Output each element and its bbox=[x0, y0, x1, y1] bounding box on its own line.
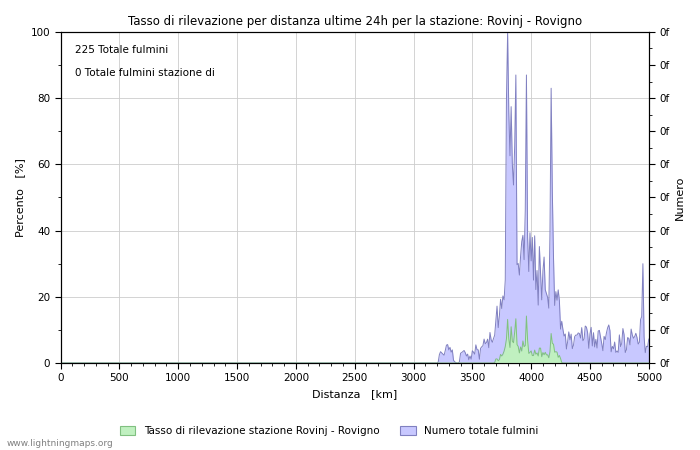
Legend: Tasso di rilevazione stazione Rovinj - Rovigno, Numero totale fulmini: Tasso di rilevazione stazione Rovinj - R… bbox=[116, 422, 542, 440]
Y-axis label: Numero: Numero bbox=[675, 176, 685, 220]
X-axis label: Distanza   [km]: Distanza [km] bbox=[312, 389, 398, 399]
Text: 0 Totale fulmini stazione di: 0 Totale fulmini stazione di bbox=[76, 68, 215, 78]
Text: www.lightningmaps.org: www.lightningmaps.org bbox=[7, 439, 113, 448]
Text: 225 Totale fulmini: 225 Totale fulmini bbox=[76, 45, 169, 55]
Y-axis label: Percento   [%]: Percento [%] bbox=[15, 158, 25, 237]
Title: Tasso di rilevazione per distanza ultime 24h per la stazione: Rovinj - Rovigno: Tasso di rilevazione per distanza ultime… bbox=[127, 15, 582, 28]
